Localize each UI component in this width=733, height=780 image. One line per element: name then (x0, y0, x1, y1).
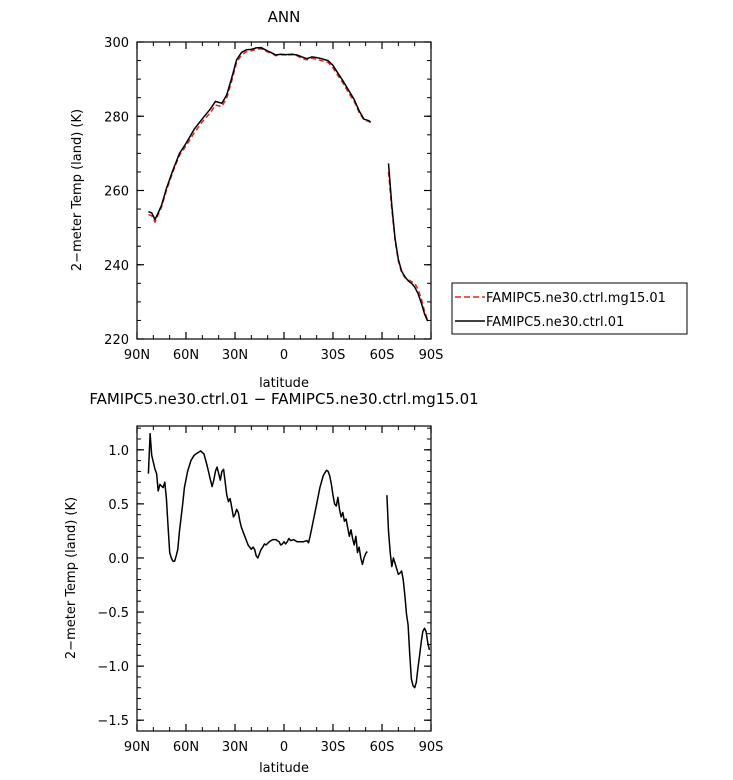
bottom-y-tick-label: 1.0 (108, 444, 129, 459)
bottom-x-tick-label: 0 (280, 740, 288, 755)
bottom-y-tick-label: 0.5 (108, 498, 129, 513)
top-x-tick-label: 0 (280, 348, 288, 363)
bottom-x-tick-label: 60N (173, 740, 199, 755)
top-y-tick-label: 240 (104, 259, 129, 274)
bottom-x-axis-label: latitude (259, 761, 309, 776)
bottom-x-tick-label: 90S (419, 740, 444, 755)
legend-label-ctrl: FAMIPC5.ne30.ctrl.01 (486, 315, 624, 330)
top-series-1-line (387, 171, 429, 321)
bottom-plot-frame (136, 425, 432, 732)
bottom-y-tick-label: 0.0 (108, 552, 129, 567)
top-panel: ANN 90N 60N 30N 0 30S 60S 90S 220 240 260 280 300 l… (70, 8, 688, 391)
bottom-x-tick-label: 30S (321, 740, 346, 755)
top-plot-frame (136, 41, 432, 340)
bottom-panel: FAMIPC5.ne30.ctrl.01 − FAMIPC5.ne30.ctrl… (64, 390, 479, 776)
bottom-plot-area: 90N 60N 30N 0 30S 60S 90S 1.0 0.5 0.0 −0.5 −1.0 −1.5 (97, 426, 443, 755)
top-y-axis-label: 2−meter Temp (land) (K) (70, 109, 85, 271)
top-x-tick-label: 90N (124, 348, 150, 363)
legend-box (451, 282, 688, 335)
bottom-series-1-line (386, 495, 431, 689)
top-x-tick-label: 30S (321, 348, 346, 363)
bottom-x-tick-label: 90N (124, 740, 150, 755)
bottom-x-tick-label: 30N (222, 740, 248, 755)
top-title: ANN (268, 8, 301, 26)
bottom-title: FAMIPC5.ne30.ctrl.01 − FAMIPC5.ne30.ctrl… (89, 390, 478, 408)
legend-label-mg15: FAMIPC5.ne30.ctrl.mg15.01 (486, 291, 666, 306)
top-x-tick-label: 60S (370, 348, 395, 363)
top-series-2-line (387, 163, 429, 322)
top-series-2-line (148, 46, 372, 221)
top-y-tick-label: 260 (104, 185, 129, 200)
top-x-tick-label: 90S (419, 348, 444, 363)
legend: FAMIPC5.ne30.ctrl.mg15.01 FAMIPC5.ne30.c… (451, 282, 688, 335)
bottom-x-tick-label: 60S (370, 740, 395, 755)
bottom-series-1-line (147, 432, 368, 566)
bottom-y-tick-label: −1.5 (97, 714, 129, 729)
top-x-axis-label: latitude (259, 376, 309, 391)
bottom-y-tick-label: −0.5 (97, 606, 129, 621)
bottom-y-tick-label: −1.0 (97, 660, 129, 675)
top-plot-area: 90N 60N 30N 0 30S 60S 90S 220 240 260 280 300 (104, 36, 443, 363)
top-x-tick-label: 60N (173, 348, 199, 363)
top-y-tick-label: 220 (104, 333, 129, 348)
top-series-1-line (148, 47, 372, 223)
top-y-tick-label: 300 (104, 36, 129, 51)
top-x-tick-label: 30N (222, 348, 248, 363)
top-y-tick-label: 280 (104, 110, 129, 125)
bottom-y-axis-label: 2−meter Temp (land) (K) (64, 497, 79, 659)
